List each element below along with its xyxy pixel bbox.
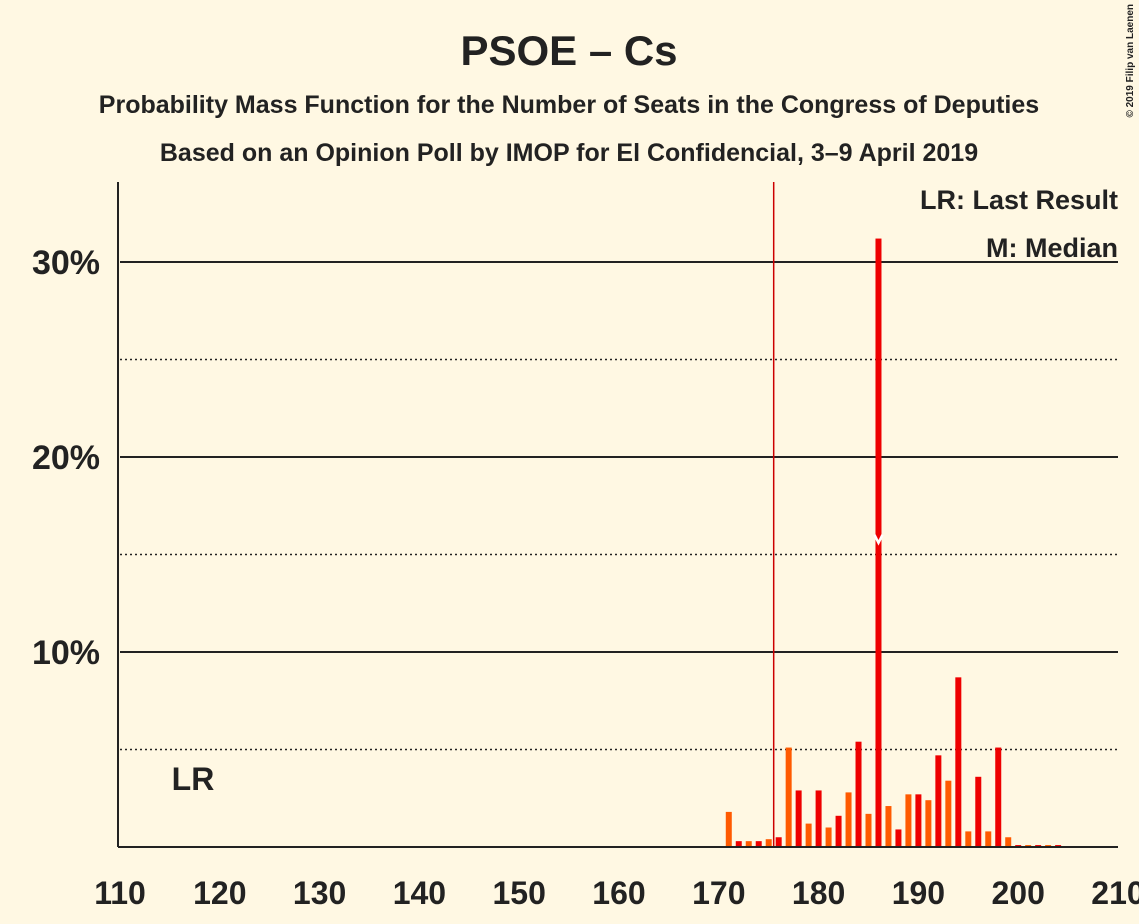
bar — [855, 741, 862, 847]
bar — [765, 839, 772, 847]
bar — [745, 841, 752, 847]
chart-subtitle: Based on an Opinion Poll by IMOP for El … — [160, 139, 978, 167]
bar — [925, 800, 932, 847]
bar — [905, 794, 912, 847]
bar — [835, 815, 842, 847]
bar — [995, 747, 1002, 847]
x-tick-label: 180 — [792, 875, 845, 911]
bar — [815, 790, 822, 847]
x-tick-label: 190 — [892, 875, 945, 911]
bar — [985, 831, 992, 847]
bar — [955, 677, 962, 847]
bar — [845, 792, 852, 847]
bar — [965, 831, 972, 847]
bar — [945, 780, 952, 847]
x-tick-label: 120 — [193, 875, 246, 911]
bar — [775, 837, 782, 847]
x-tick-label: 170 — [692, 875, 745, 911]
legend-entry: M: Median — [986, 233, 1118, 263]
median-marker — [873, 534, 884, 546]
bar — [825, 827, 832, 847]
y-tick-label: 30% — [32, 244, 100, 282]
x-tick-label: 130 — [293, 875, 346, 911]
bar — [1005, 837, 1012, 847]
y-tick-label: 20% — [32, 439, 100, 477]
chart-title: PSOE – Cs — [460, 27, 677, 74]
bar — [725, 811, 732, 847]
bar — [975, 776, 982, 847]
y-tick-label: 10% — [32, 634, 100, 672]
copyright: © 2019 Filip van Laenen — [1125, 4, 1136, 118]
x-tick-label: 110 — [94, 875, 146, 911]
bar — [915, 794, 922, 847]
bar — [755, 841, 762, 847]
x-tick-label: 150 — [493, 875, 546, 911]
x-tick-label: 140 — [393, 875, 446, 911]
bar — [805, 823, 812, 847]
bar — [865, 813, 872, 847]
x-tick-label: 200 — [992, 875, 1045, 911]
chart-subtitle: Probability Mass Function for the Number… — [99, 91, 1039, 119]
bar — [885, 806, 892, 847]
legend-entry: LR: Last Result — [920, 185, 1118, 215]
bar — [935, 755, 942, 847]
bar — [795, 790, 802, 847]
x-tick-label: 210 — [1091, 875, 1139, 911]
lr-label: LR — [172, 761, 215, 797]
bar — [785, 747, 792, 847]
x-tick-label: 160 — [592, 875, 645, 911]
bar — [895, 829, 902, 847]
bar — [735, 841, 742, 847]
